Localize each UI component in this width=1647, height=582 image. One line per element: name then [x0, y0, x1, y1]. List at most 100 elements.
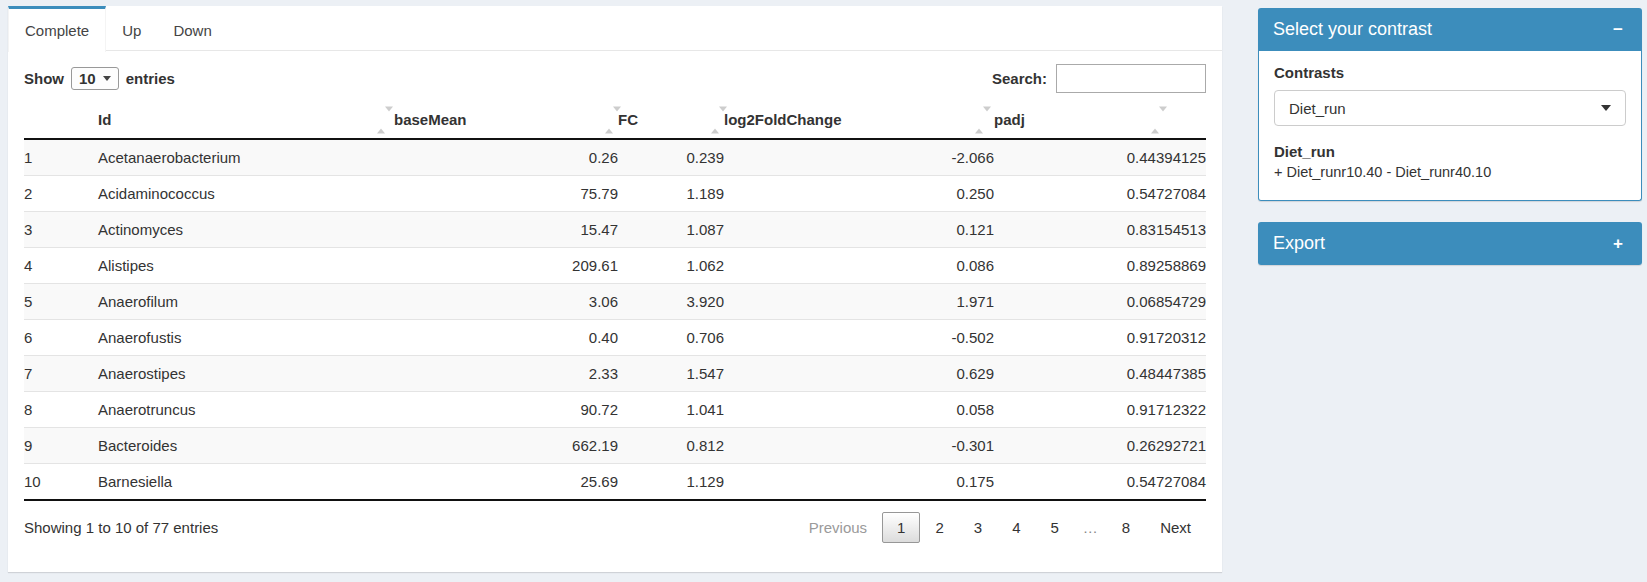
- results-table: Id baseMean FC log2FoldChange: [24, 101, 1206, 501]
- contrast-select-value: Diet_run: [1289, 100, 1346, 117]
- table-row: 2 Acidaminococcus 75.79 1.189 0.250 0.54…: [24, 176, 1206, 212]
- table-row: 8 Anaerotruncus 90.72 1.041 0.058 0.9171…: [24, 392, 1206, 428]
- cell-index: 1: [24, 139, 98, 176]
- pagination-page-8-button[interactable]: 8: [1107, 512, 1145, 543]
- contrast-panel-body: Contrasts Diet_run Diet_run + Diet_runr1…: [1258, 51, 1642, 201]
- contrast-select[interactable]: Diet_run: [1274, 90, 1626, 126]
- contrast-panel-header: Select your contrast −: [1258, 8, 1642, 51]
- cell-log2foldchange: 0.175: [724, 464, 994, 501]
- cell-fc: 0.812: [618, 428, 724, 464]
- cell-index: 7: [24, 356, 98, 392]
- cell-padj: 0.54727084: [994, 176, 1206, 212]
- page-length-select[interactable]: 10: [71, 67, 119, 90]
- chevron-down-icon: [103, 76, 111, 81]
- col-header-basemean-label: baseMean: [394, 111, 467, 128]
- pagination: Previous 1 2 3 4 5 … 8 Next: [794, 512, 1206, 543]
- cell-id: Bacteroides: [98, 428, 394, 464]
- table-row: 5 Anaerofilum 3.06 3.920 1.971 0.0685472…: [24, 284, 1206, 320]
- cell-log2foldchange: 0.086: [724, 248, 994, 284]
- sort-icon: [377, 111, 386, 128]
- cell-id: Alistipes: [98, 248, 394, 284]
- col-header-basemean[interactable]: baseMean: [394, 101, 618, 139]
- cell-index: 4: [24, 248, 98, 284]
- export-panel: Export +: [1258, 222, 1642, 265]
- table-row: 1 Acetanaerobacterium 0.26 0.239 -2.066 …: [24, 139, 1206, 176]
- cell-fc: 1.129: [618, 464, 724, 501]
- cell-log2foldchange: -2.066: [724, 139, 994, 176]
- pagination-page-2-button[interactable]: 2: [920, 512, 958, 543]
- tab-complete[interactable]: Complete: [8, 6, 106, 52]
- cell-index: 3: [24, 212, 98, 248]
- tab-up[interactable]: Up: [106, 6, 157, 51]
- cell-fc: 1.547: [618, 356, 724, 392]
- table-row: 4 Alistipes 209.61 1.062 0.086 0.8925886…: [24, 248, 1206, 284]
- pagination-previous-button[interactable]: Previous: [794, 512, 882, 543]
- cell-log2foldchange: -0.502: [724, 320, 994, 356]
- cell-basemean: 209.61: [394, 248, 618, 284]
- cell-padj: 0.91720312: [994, 320, 1206, 356]
- cell-basemean: 75.79: [394, 176, 618, 212]
- cell-id: Acidaminococcus: [98, 176, 394, 212]
- col-header-id[interactable]: Id: [98, 101, 394, 139]
- table-info: Showing 1 to 10 of 77 entries: [24, 519, 218, 536]
- cell-fc: 3.920: [618, 284, 724, 320]
- contrast-detail-title: Diet_run: [1274, 143, 1626, 160]
- results-tabbox: Complete Up Down Show 10 entries Search:: [8, 6, 1222, 572]
- col-header-fc-label: FC: [618, 111, 638, 128]
- length-label-prefix: Show: [24, 70, 64, 87]
- cell-basemean: 2.33: [394, 356, 618, 392]
- pagination-page-1-button[interactable]: 1: [882, 512, 920, 543]
- chevron-down-icon: [1601, 105, 1611, 111]
- pagination-page-3-button[interactable]: 3: [959, 512, 997, 543]
- cell-id: Actinomyces: [98, 212, 394, 248]
- contrast-detail-formula: + Diet_runr10.40 - Diet_runr40.10: [1274, 164, 1626, 180]
- table-row: 3 Actinomyces 15.47 1.087 0.121 0.831545…: [24, 212, 1206, 248]
- sort-icon: [1151, 111, 1160, 128]
- cell-log2foldchange: 0.629: [724, 356, 994, 392]
- cell-log2foldchange: 0.250: [724, 176, 994, 212]
- table-row: 10 Barnesiella 25.69 1.129 0.175 0.54727…: [24, 464, 1206, 501]
- cell-basemean: 90.72: [394, 392, 618, 428]
- search-input[interactable]: [1056, 64, 1206, 93]
- cell-padj: 0.26292721: [994, 428, 1206, 464]
- col-header-log2foldchange-label: log2FoldChange: [724, 111, 842, 128]
- cell-id: Anaerotruncus: [98, 392, 394, 428]
- contrast-panel-title: Select your contrast: [1273, 19, 1432, 40]
- table-row: 7 Anaerostipes 2.33 1.547 0.629 0.484473…: [24, 356, 1206, 392]
- sort-icon: [605, 111, 614, 128]
- search-label: Search:: [992, 70, 1047, 87]
- cell-id: Anaerostipes: [98, 356, 394, 392]
- contrast-panel: Select your contrast − Contrasts Diet_ru…: [1258, 8, 1642, 201]
- col-header-padj-label: padj: [994, 111, 1025, 128]
- cell-basemean: 3.06: [394, 284, 618, 320]
- cell-padj: 0.48447385: [994, 356, 1206, 392]
- cell-padj: 0.91712322: [994, 392, 1206, 428]
- cell-padj: 0.54727084: [994, 464, 1206, 501]
- table-row: 9 Bacteroides 662.19 0.812 -0.301 0.2629…: [24, 428, 1206, 464]
- cell-id: Barnesiella: [98, 464, 394, 501]
- cell-fc: 1.062: [618, 248, 724, 284]
- col-header-padj[interactable]: padj: [994, 101, 1206, 139]
- expand-plus-icon[interactable]: +: [1609, 233, 1627, 254]
- cell-log2foldchange: 0.121: [724, 212, 994, 248]
- col-header-fc[interactable]: FC: [618, 101, 724, 139]
- pagination-page-4-button[interactable]: 4: [997, 512, 1035, 543]
- pagination-page-5-button[interactable]: 5: [1035, 512, 1073, 543]
- cell-log2foldchange: -0.301: [724, 428, 994, 464]
- col-header-log2foldchange[interactable]: log2FoldChange: [724, 101, 994, 139]
- pagination-next-button[interactable]: Next: [1145, 512, 1206, 543]
- cell-basemean: 0.26: [394, 139, 618, 176]
- cell-log2foldchange: 0.058: [724, 392, 994, 428]
- collapse-minus-icon[interactable]: −: [1609, 19, 1627, 40]
- cell-index: 6: [24, 320, 98, 356]
- cell-fc: 0.239: [618, 139, 724, 176]
- length-label-suffix: entries: [126, 70, 175, 87]
- pagination-ellipsis: …: [1074, 513, 1107, 542]
- cell-id: Acetanaerobacterium: [98, 139, 394, 176]
- cell-id: Anaerofustis: [98, 320, 394, 356]
- sort-icon: [975, 111, 984, 128]
- tab-down[interactable]: Down: [157, 6, 227, 51]
- cell-id: Anaerofilum: [98, 284, 394, 320]
- contrasts-label: Contrasts: [1274, 64, 1626, 81]
- cell-padj: 0.83154513: [994, 212, 1206, 248]
